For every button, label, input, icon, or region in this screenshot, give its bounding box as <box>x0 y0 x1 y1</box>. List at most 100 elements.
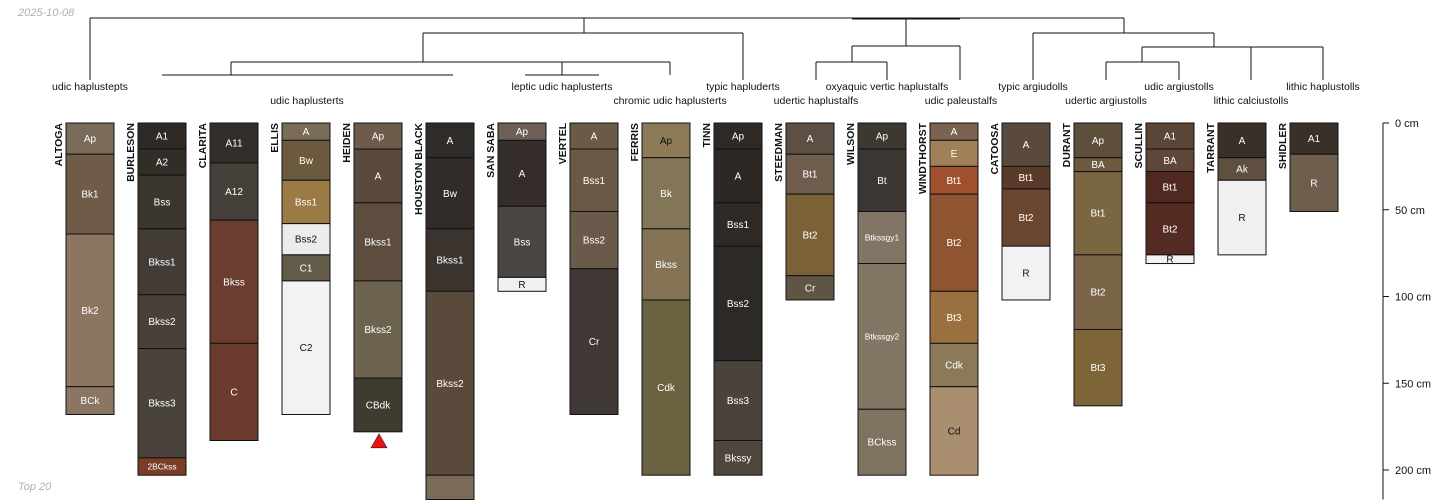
horizon-label: Cdk <box>945 361 964 372</box>
horizon-bt2 <box>929 193 979 292</box>
horizon-label: Bkss1 <box>436 256 464 267</box>
horizon-cr <box>785 275 835 301</box>
horizon-label: BA <box>1163 156 1177 167</box>
taxon-lithic-calciustolls: lithic calciustolls <box>1214 95 1289 107</box>
horizon-label: Bss2 <box>727 299 750 310</box>
horizon-label: C1 <box>300 263 313 274</box>
horizon-label: Bkss1 <box>148 257 176 268</box>
horizon-bkss1 <box>425 228 475 292</box>
taxon-udic-haplustepts: udic haplustepts <box>52 81 128 93</box>
horizon-a <box>353 148 403 204</box>
horizon-a1 <box>1145 122 1195 150</box>
horizon-label: Bkssy <box>725 453 752 464</box>
horizon-label: Bk <box>660 189 673 200</box>
profile-name: BURLESON <box>125 123 137 182</box>
horizon-cdk <box>641 299 691 476</box>
horizon-label: C2 <box>300 343 313 354</box>
depth-axis: 0 cm 50 cm 100 cm 150 cm 200 cm <box>1382 118 1431 500</box>
horizon-bkss2 <box>425 290 475 476</box>
profile-name: TINN <box>701 123 713 148</box>
horizon-r <box>1289 153 1339 212</box>
horizon-c <box>209 342 259 442</box>
horizon-label: BCk <box>81 396 101 407</box>
horizon-label: Bkss2 <box>436 379 464 390</box>
horizon-label: Bt2 <box>1018 213 1033 224</box>
horizon-bss <box>497 205 547 278</box>
horizon-label: Bt <box>877 176 887 187</box>
horizon-label: Bss <box>514 237 531 248</box>
horizon-label: Bk2 <box>81 306 99 317</box>
profile-steedman: STEEDMAN A Bt1 Bt2 Cr <box>773 122 835 301</box>
dendrogram <box>89 17 1324 80</box>
horizon-label: Bss1 <box>583 176 606 187</box>
horizon-label: R <box>1166 255 1173 266</box>
taxon-udic-paleustalfs: udic paleustalfs <box>925 95 997 107</box>
horizon-label: Bss2 <box>295 235 318 246</box>
horizon-bkss3 <box>137 348 187 459</box>
horizon-r <box>1217 179 1267 256</box>
profile-name: CLARITA <box>197 123 209 169</box>
profile-name: WILSON <box>845 123 857 165</box>
horizon-r <box>497 276 547 292</box>
taxon-udertic-argiustolls: udertic argiustolls <box>1065 95 1147 107</box>
horizon-label: A <box>375 171 382 182</box>
profile-heiden: HEIDEN Ap A Bkss1 Bkss2 CBdk <box>341 122 403 449</box>
horizon-bss3 <box>713 360 763 442</box>
profile-tinn: TINN Ap A Bss1 Bss2 Bss3 Bkssy <box>701 122 763 476</box>
profile-windthorst: WINDTHORST AE Bt1 Bt2 Bt3 Cdk Cd <box>917 122 979 476</box>
horizon-r <box>1001 245 1051 301</box>
date-stamp: 2025-10-08 <box>18 7 75 19</box>
horizon-label: Ap <box>516 127 529 138</box>
horizon-label: A <box>519 169 526 180</box>
horizon-label: Bt2 <box>1162 224 1177 235</box>
horizon-bkss2 <box>137 294 187 350</box>
horizon-label: R <box>518 280 525 291</box>
horizon-label: A12 <box>225 187 243 198</box>
horizon-bkss2 <box>353 280 403 379</box>
profile-name: TARRANT <box>1205 122 1217 173</box>
horizon-bt2 <box>1001 188 1051 247</box>
horizon-label: A <box>735 171 742 182</box>
horizon-label: Ap <box>876 132 889 143</box>
horizon-label: Bkss <box>223 277 245 288</box>
horizon-a11 <box>209 122 259 164</box>
horizon-bss1 <box>281 179 331 225</box>
axis-tick-label: 200 cm <box>1395 465 1431 477</box>
horizon-label: A2 <box>156 158 169 169</box>
horizon-label: BA <box>1091 160 1105 171</box>
profile-name: WINDTHORST <box>917 122 929 194</box>
taxon-oxyaquic-vertic-haplustalfs: oxyaquic vertic haplustalfs <box>826 81 949 93</box>
taxon-typic-hapluderts: typic hapluderts <box>706 81 780 93</box>
horizon-cd <box>929 386 979 476</box>
profile-name: FERRIS <box>629 123 641 162</box>
horizon-label: Bss <box>154 197 171 208</box>
axis-tick-label: 100 cm <box>1395 292 1431 304</box>
horizon-label: Bw <box>299 156 314 167</box>
taxa-labels: udic haplustepts udic haplusterts leptic u… <box>52 81 1360 107</box>
taxon-leptic-udic-haplusterts: leptic udic haplusterts <box>512 81 613 93</box>
horizon-label: Bt1 <box>1090 209 1105 220</box>
profile-vertel: VERTEL A Bss1 Bss2 Cr <box>557 122 619 415</box>
horizon-bt2 <box>1145 202 1195 256</box>
horizon-label: A <box>303 127 310 138</box>
horizon-label: Bw <box>443 189 458 200</box>
horizon-label: Bt3 <box>1090 363 1105 374</box>
profile-name: VERTEL <box>557 122 569 164</box>
horizon-a2 <box>137 148 187 176</box>
horizon-label: E <box>951 149 958 160</box>
horizon-bckss <box>857 408 907 476</box>
horizon-label: A <box>807 134 814 145</box>
horizon-unlabeled <box>425 474 475 500</box>
horizon-label: Ap <box>84 134 97 145</box>
horizon-bt3 <box>1073 328 1123 407</box>
horizon-a <box>713 148 763 204</box>
horizon-label: A <box>1023 140 1030 151</box>
profile-clarita: CLARITA A11 A12 Bkss C <box>197 122 259 442</box>
profiles: ALTOGA Ap Bk1 Bk2 BCk BURLESON A1 A2 Bss Bkss1 Bks… <box>53 122 1339 500</box>
profile-san-saba: SAN SABA Ap A Bss R <box>485 122 547 292</box>
horizon-label: Ap <box>732 132 745 143</box>
horizon-bss1 <box>569 148 619 212</box>
horizon-label: CBdk <box>366 400 391 411</box>
horizon-label: Cdk <box>657 383 676 394</box>
taxon-udertic-haplustalfs: udertic haplustalfs <box>774 95 859 107</box>
